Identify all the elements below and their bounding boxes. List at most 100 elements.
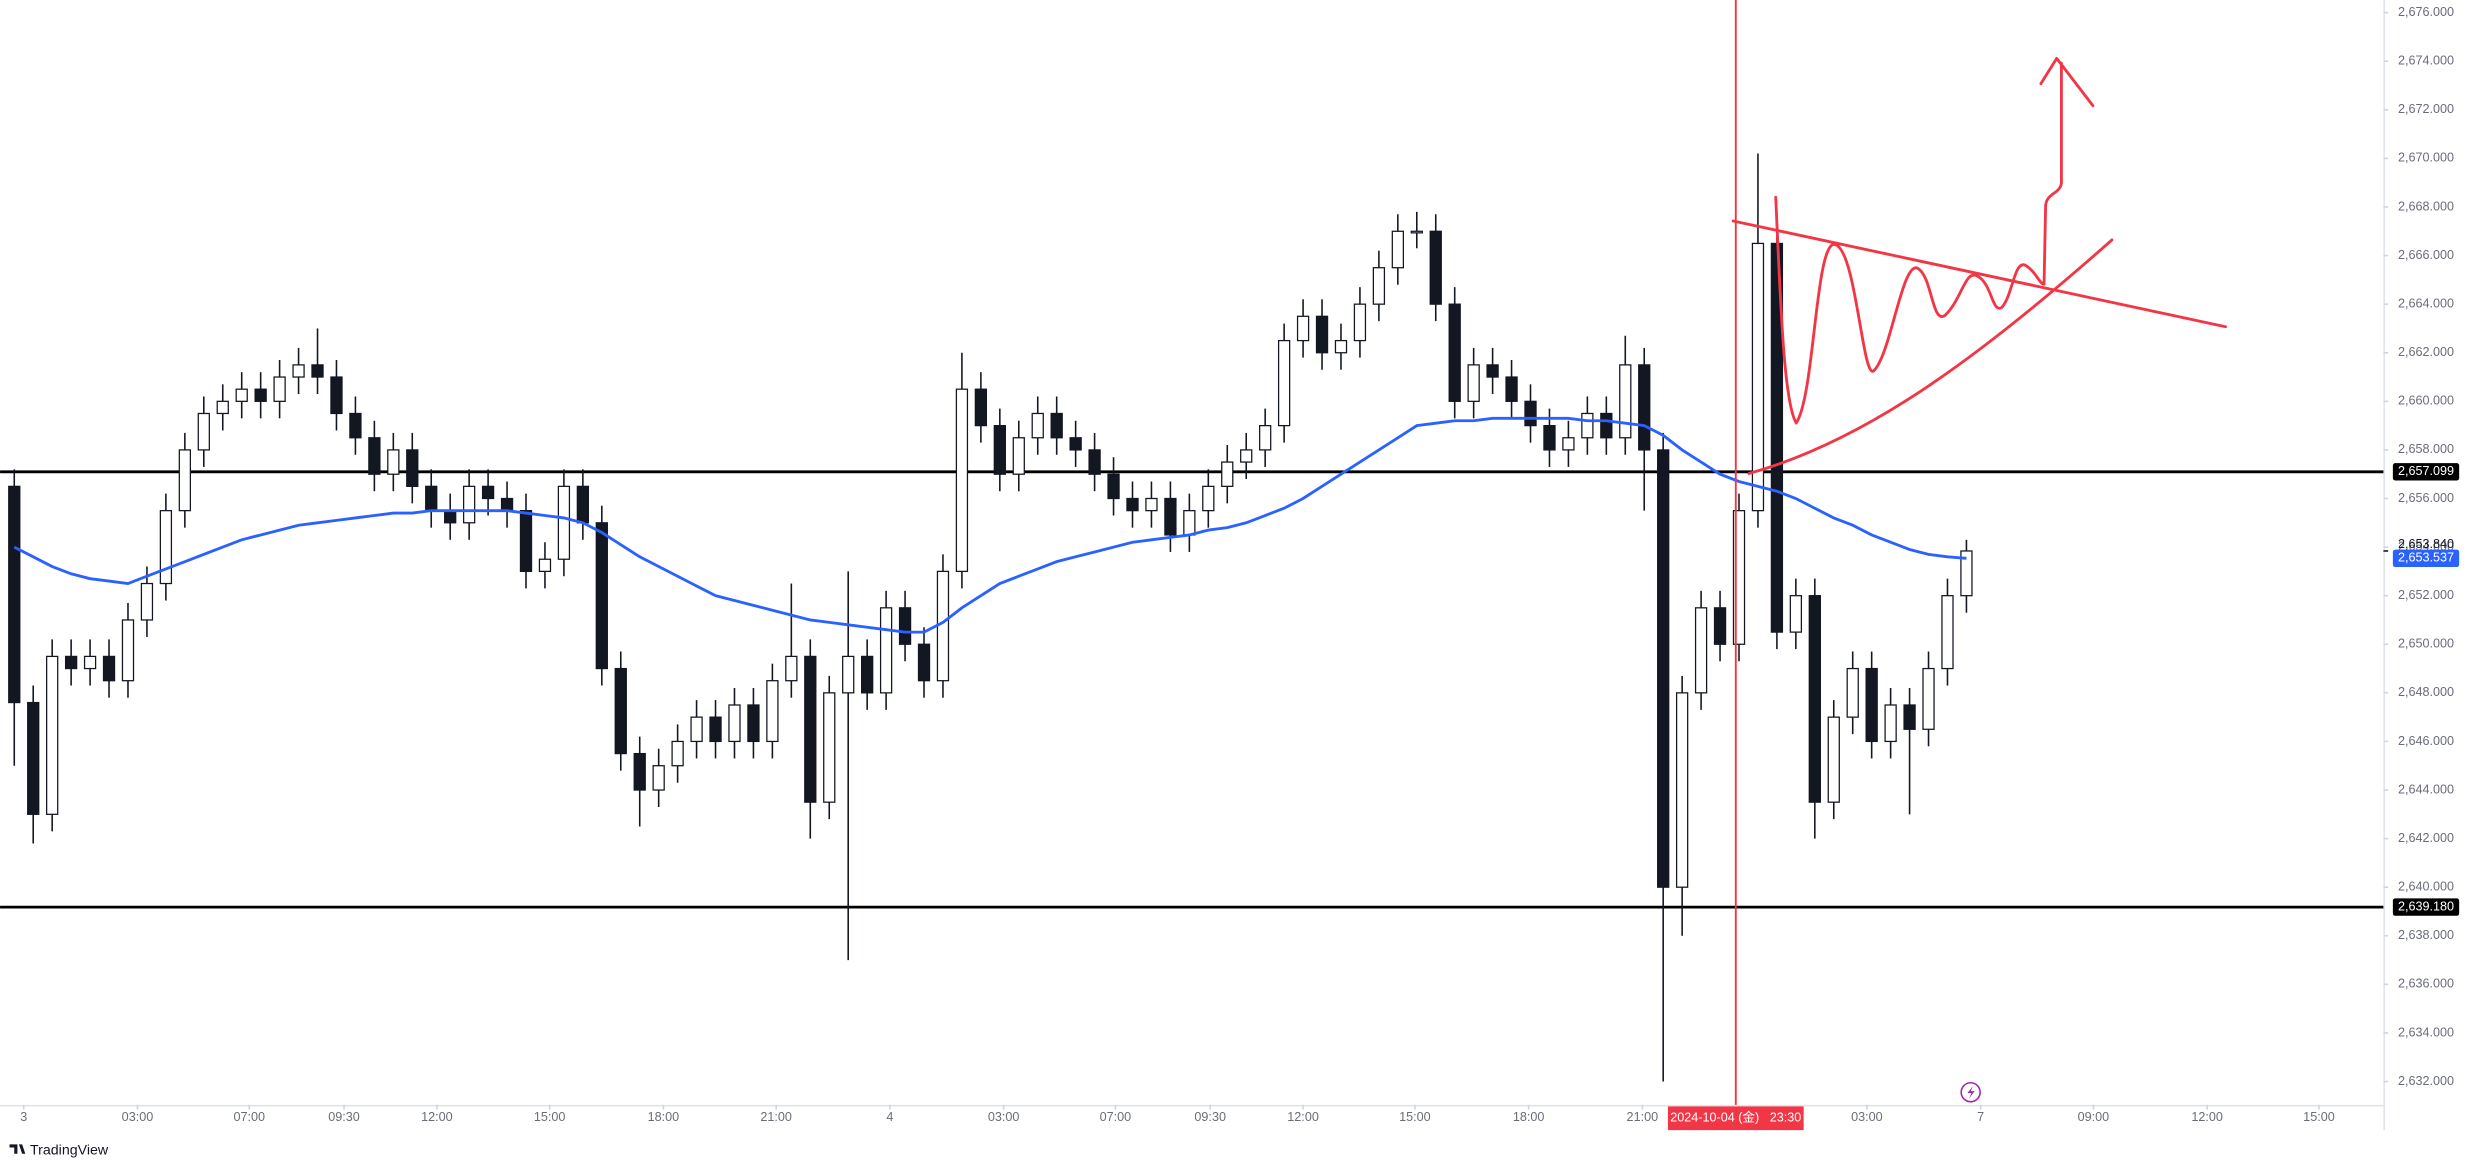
candle-body: [1448, 303, 1461, 402]
candle-body: [1922, 667, 1935, 730]
candle-body: [46, 655, 59, 815]
candle-body: [444, 510, 457, 524]
candle-body: [178, 449, 191, 512]
x-tick-label: 15:00: [1399, 1110, 1431, 1124]
candle-body: [102, 655, 116, 682]
candle-body: [576, 485, 590, 524]
candle-body: [614, 667, 627, 755]
y-tick-label: 2,636.000: [2398, 977, 2454, 991]
candle-body: [387, 449, 400, 475]
x-tick-label: 03:00: [1851, 1110, 1883, 1124]
candle-body: [462, 485, 476, 524]
x-tick-label: 21:00: [1627, 1110, 1659, 1124]
candle-body: [1808, 595, 1821, 803]
candle-body: [1543, 424, 1556, 451]
y-tick-label: 2,638.000: [2398, 928, 2454, 942]
x-tick-label: 07:00: [1100, 1110, 1132, 1124]
price-badge-label: 2,639.180: [2398, 899, 2454, 913]
candle-body: [1903, 704, 1916, 730]
ma-badge: [2392, 549, 2460, 568]
x-tick-label: 03:00: [988, 1110, 1020, 1124]
candle-body: [538, 558, 552, 573]
last-price-label: 2,653.840: [2398, 537, 2454, 551]
price-badge: [2392, 898, 2460, 916]
candle-body: [785, 655, 798, 682]
crosshair-badge: [1667, 1106, 1804, 1131]
candle-body: [804, 655, 817, 803]
candle-body: [1391, 230, 1404, 269]
crosshair-label: 2024-10-04 (金) 23:30: [1670, 1110, 1801, 1125]
candle-body: [500, 497, 514, 512]
y-tick-label: 2,674.000: [2398, 54, 2454, 68]
candle-body: [1012, 437, 1025, 475]
y-tick-label: 2,664.000: [2398, 296, 2454, 310]
candle-body: [879, 607, 893, 694]
candle-body: [557, 485, 571, 560]
y-tick-label: 2,642.000: [2398, 831, 2454, 845]
candle-body: [1581, 412, 1594, 439]
candle-body: [633, 752, 646, 791]
candle-body: [197, 412, 210, 451]
candle-body: [1694, 607, 1708, 694]
y-tick-label: 2,668.000: [2398, 199, 2454, 213]
candle-body: [1126, 497, 1139, 512]
candle-body: [1221, 461, 1234, 487]
ma-badge-label: 2,653.537: [2398, 551, 2454, 565]
candle-body: [1827, 716, 1840, 803]
candle-body: [311, 364, 324, 378]
x-tick-label: 4: [886, 1110, 893, 1124]
y-tick-label: 2,660.000: [2398, 394, 2454, 408]
candle-body: [690, 716, 703, 743]
candle-body: [1467, 364, 1480, 402]
candle-body: [1562, 437, 1575, 451]
logo-mark: [9, 1144, 26, 1154]
candle-body: [1600, 412, 1613, 439]
candle-body: [8, 485, 21, 704]
candle-body: [273, 376, 286, 402]
candle-body: [1486, 364, 1499, 378]
brand: TradingView: [30, 1142, 109, 1158]
candle-body: [1941, 595, 1954, 670]
y-tick-label: 2,650.000: [2398, 637, 2454, 651]
candle-body: [1619, 364, 1632, 439]
candle-body: [83, 655, 97, 670]
y-tick-label: 2,652.000: [2398, 588, 2454, 602]
candle-body: [235, 388, 248, 402]
candle-body: [1088, 449, 1101, 475]
x-tick-label: 03:00: [122, 1110, 154, 1124]
candle-body: [1145, 497, 1158, 512]
candle-body: [1107, 473, 1120, 500]
arrow-shaft: [2042, 61, 2063, 286]
y-tick-label: 2,646.000: [2398, 734, 2454, 748]
candle-body: [27, 701, 40, 815]
x-tick-label: 07:00: [234, 1110, 266, 1124]
y-tick-label: 2,648.000: [2398, 685, 2454, 699]
candle-body: [1675, 692, 1689, 888]
x-tick-label: 09:00: [2078, 1110, 2110, 1124]
candle-body: [823, 692, 836, 803]
candle-body: [216, 400, 229, 415]
y-tick-label: 2,640.000: [2398, 880, 2454, 894]
candle-body: [1296, 315, 1310, 342]
x-tick-label: 7: [1977, 1110, 1984, 1124]
candle-body: [368, 437, 381, 475]
candle-body: [121, 619, 135, 682]
candle-body: [1657, 449, 1670, 888]
candle-body: [1884, 704, 1897, 743]
x-tick-label: 12:00: [421, 1110, 453, 1124]
x-tick-label: 12:00: [1287, 1110, 1319, 1124]
candle-body: [519, 510, 533, 573]
x-tick-label: 21:00: [760, 1110, 792, 1124]
icon-bolt: [1967, 1085, 1975, 1099]
candle-body: [709, 716, 722, 743]
candle-body: [1202, 485, 1215, 512]
moving-average: [13, 416, 1967, 634]
candle-body: [766, 680, 779, 743]
candle-body: [652, 765, 665, 791]
drawings: [1731, 56, 2227, 475]
candle-body: [1524, 400, 1537, 427]
price-badge: [2392, 463, 2460, 481]
candle-body: [936, 570, 950, 682]
